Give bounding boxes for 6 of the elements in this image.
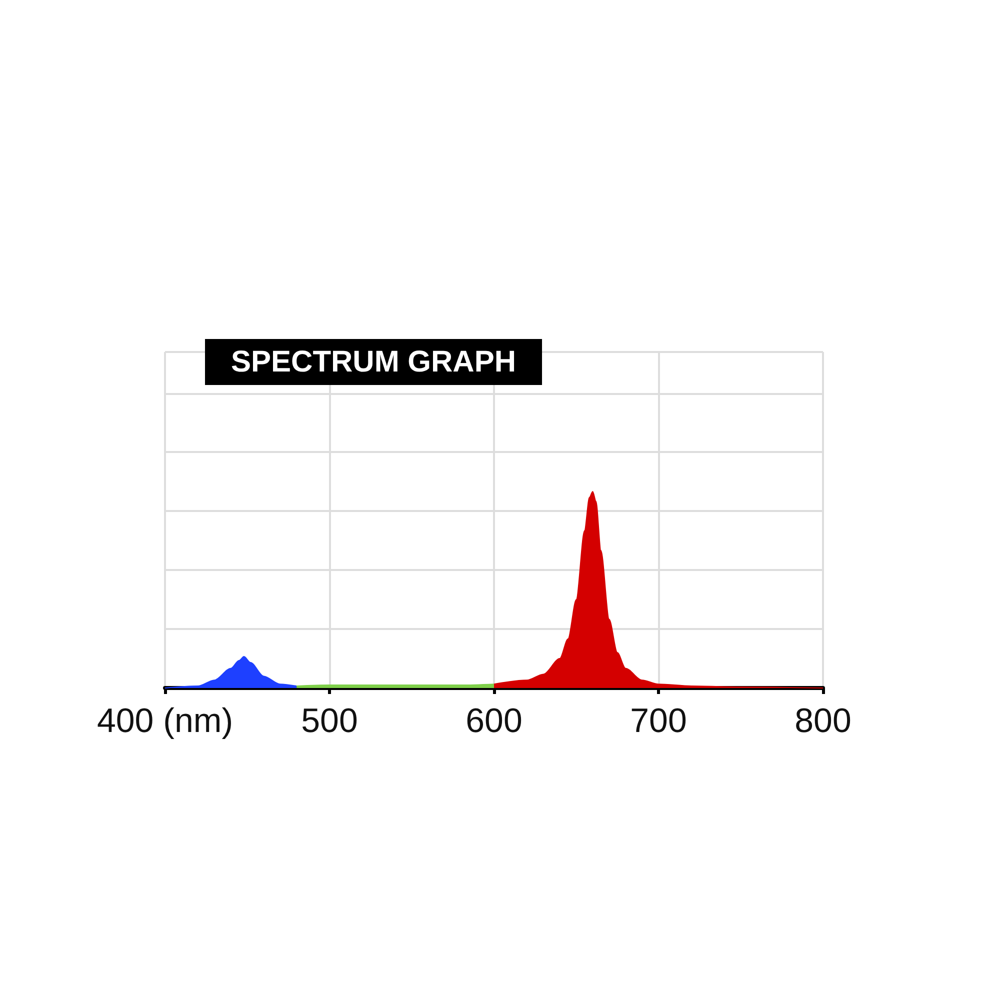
x-tick-label: 700 [630, 702, 687, 740]
chart-title: SPECTRUM GRAPH [231, 346, 516, 378]
x-tick-label: 800 [794, 702, 852, 740]
x-tick-label: 600 [466, 702, 522, 740]
x-tick-label: 400 (nm) [96, 702, 234, 740]
x-tick-label: 500 [301, 702, 358, 740]
